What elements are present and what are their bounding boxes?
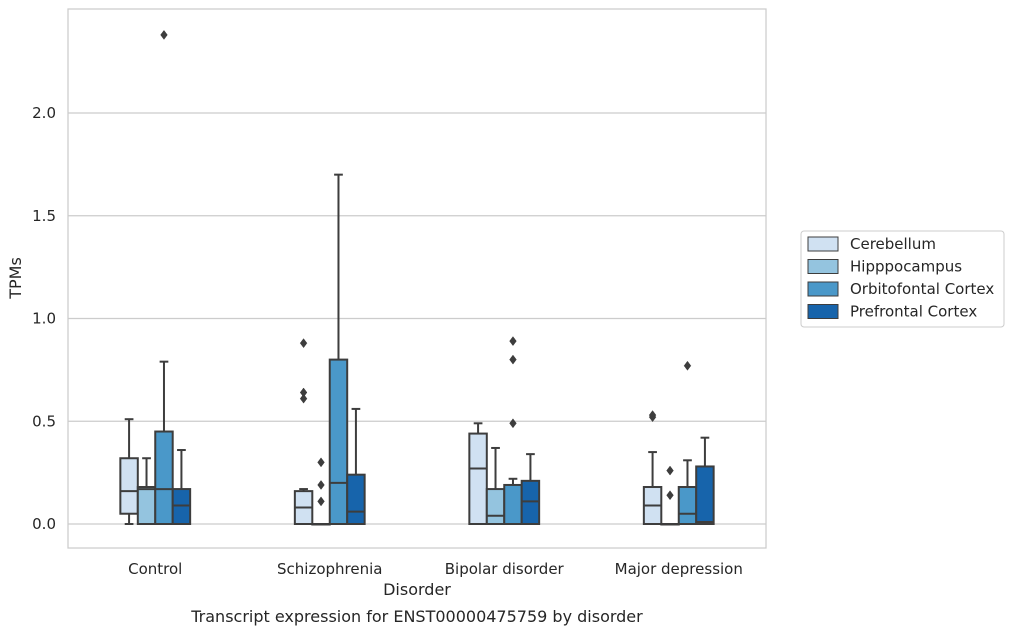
y-tick-label: 1.5 (32, 207, 56, 225)
box-body (468, 432, 488, 525)
box-prefrontal-cortex (171, 449, 192, 526)
outlier-point (509, 354, 517, 365)
outlier-point (317, 496, 325, 507)
legend-swatch (807, 281, 839, 297)
box-body (503, 483, 523, 525)
y-tick-label: 1.0 (32, 310, 56, 328)
box-body (677, 486, 698, 526)
box-hipppocampus (660, 465, 680, 526)
outlier-point (299, 387, 308, 398)
box-body (346, 473, 366, 525)
plot-background (68, 9, 766, 548)
box-body (520, 479, 541, 525)
x-tick-label: Major depression (615, 560, 743, 578)
chart-title: Transcript expression for ENST0000047575… (190, 607, 643, 626)
outlier-point (648, 410, 657, 421)
y-axis-label: TPMs (6, 257, 25, 300)
box-body (154, 430, 174, 525)
y-tick-label: 0.0 (32, 515, 56, 533)
legend-frame (800, 230, 1005, 328)
box-body (695, 465, 715, 525)
outlier-point (299, 338, 308, 349)
x-tick-label: Control (128, 560, 182, 578)
box-cerebellum (119, 418, 139, 525)
box-cerebellum (642, 410, 663, 526)
legend-swatch (807, 304, 839, 319)
legend-swatch (807, 236, 839, 252)
outlier-point (509, 418, 517, 429)
y-tick-label: 2.0 (32, 104, 56, 122)
outlier-point (666, 490, 674, 501)
outlier-point (317, 457, 325, 468)
box-orbitofontal-cortex (503, 336, 523, 525)
box-orbitofontal-cortex (328, 173, 349, 525)
box-body (171, 488, 192, 526)
box-body (328, 358, 349, 525)
legend-label: Orbitofontal Cortex (850, 280, 994, 298)
outlier-point (317, 480, 325, 490)
x-tick-label: Schizophrenia (277, 560, 382, 578)
legend: Cerebellum Hipppocampus Orbitofontal Corte… (800, 230, 1005, 328)
box-prefrontal-cortex (346, 407, 366, 525)
x-tick-labels: Control Schizophrenia Bipolar disorder Majo… (128, 560, 743, 578)
legend-label: Cerebellum (850, 235, 936, 253)
box-prefrontal-cortex (520, 453, 541, 525)
box-body (136, 486, 157, 526)
box-cerebellum (468, 422, 488, 525)
box-hipppocampus (311, 457, 331, 526)
outlier-point (509, 336, 517, 347)
x-tick-label: Bipolar disorder (445, 560, 565, 578)
legend-label: Hipppocampus (850, 258, 962, 276)
box-orbitofontal-cortex (154, 29, 174, 525)
x-axis-label: Disorder (383, 580, 451, 599)
box-orbitofontal-cortex (677, 360, 698, 526)
plot-frame (67, 8, 767, 549)
outlier-point (299, 393, 308, 404)
outlier-point (666, 465, 674, 476)
box-cerebellum (293, 338, 314, 525)
box-body (485, 488, 506, 526)
y-tick-labels: 0.0 0.5 1.0 1.5 2.0 (32, 104, 56, 533)
box-plots (119, 29, 715, 526)
outlier-point (160, 29, 168, 40)
outlier-point (683, 360, 692, 371)
box-body (119, 457, 139, 515)
box-prefrontal-cortex (695, 436, 715, 525)
legend-label: Prefrontal Cortex (850, 303, 977, 321)
legend-swatch (807, 259, 839, 274)
y-tick-label: 0.5 (32, 412, 56, 430)
